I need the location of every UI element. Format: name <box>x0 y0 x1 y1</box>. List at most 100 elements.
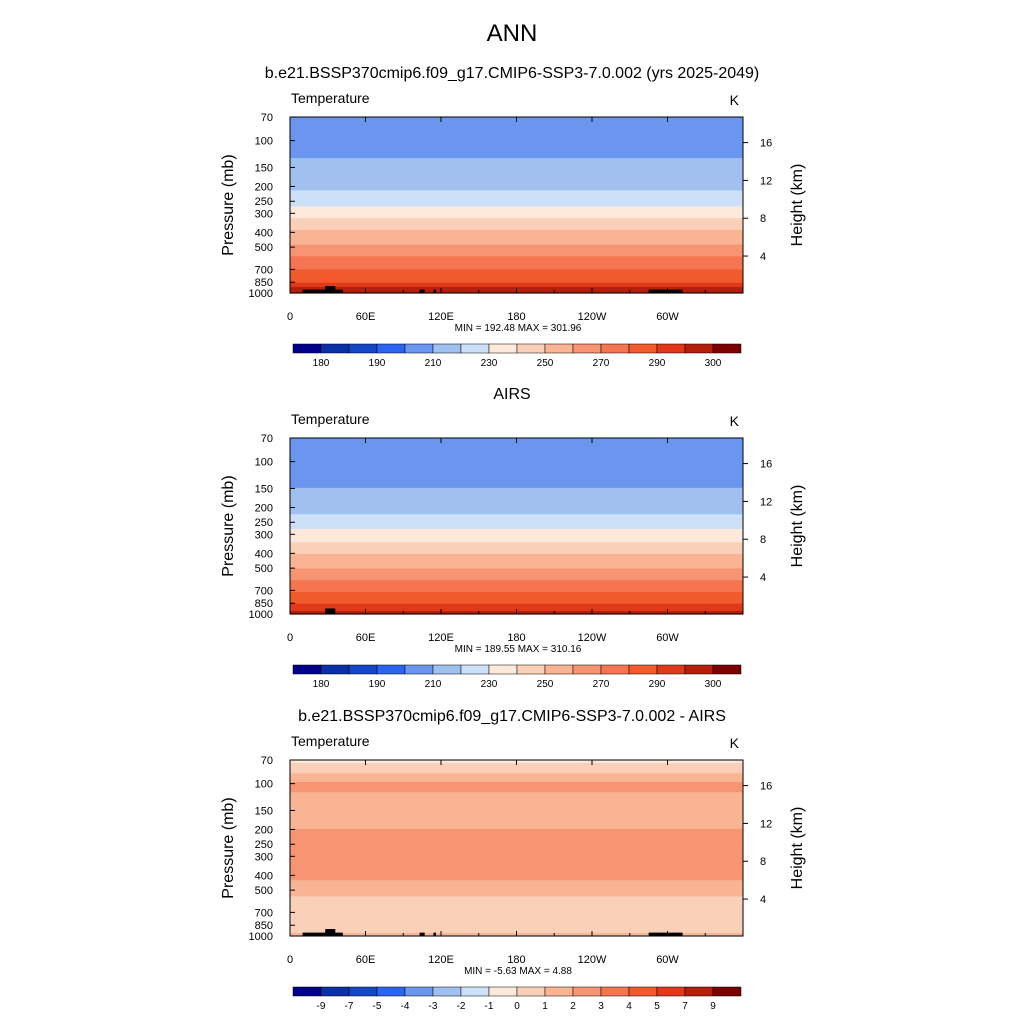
contour-band <box>290 196 743 199</box>
contour-band <box>290 273 743 276</box>
contour-band <box>290 897 743 900</box>
contour-band <box>290 218 743 221</box>
colorbar-box <box>656 664 686 675</box>
contour-band <box>290 153 743 156</box>
pressure-tick-label: 100 <box>255 779 273 791</box>
colorbar-label: 230 <box>481 358 498 369</box>
longitude-tick-label: 0 <box>287 954 293 966</box>
colorbar-box <box>712 986 742 997</box>
colorbar-box <box>348 664 378 675</box>
height-tick-label: 4 <box>760 572 766 584</box>
contour-band <box>290 805 743 808</box>
colorbar-box <box>684 664 714 675</box>
contour-band <box>290 834 743 837</box>
contour-band <box>290 925 743 928</box>
contour-band <box>290 443 743 446</box>
pressure-tick-label: 100 <box>255 136 273 148</box>
contour-band <box>290 830 743 833</box>
contour-band <box>290 836 743 839</box>
contour-band <box>290 465 743 468</box>
contour-band <box>290 912 743 915</box>
contour-band <box>290 496 743 499</box>
contour-band <box>290 199 743 202</box>
contour-band <box>290 502 743 505</box>
topography-block <box>302 932 343 936</box>
pressure-tick-label: 150 <box>255 805 273 817</box>
colorbar-box <box>432 986 462 997</box>
pressure-tick-label: 700 <box>255 264 273 276</box>
colorbar-box <box>516 986 546 997</box>
height-tick-label: 12 <box>760 818 772 830</box>
contour-band <box>290 770 743 773</box>
colorbar-box <box>404 986 434 997</box>
contour-band <box>290 178 743 181</box>
topography <box>302 286 683 293</box>
topography-block <box>419 289 425 293</box>
contour-band <box>290 206 743 209</box>
topography <box>302 929 683 936</box>
contour-band <box>290 903 743 906</box>
contour-band <box>290 188 743 191</box>
contour-band <box>290 549 743 552</box>
longitude-tick-label: 0 <box>287 311 293 323</box>
contour-band <box>290 194 743 197</box>
colorbar: 180 190 210 230 250 270 290 300 <box>292 664 742 690</box>
contour-band <box>290 130 743 133</box>
longitude-tick-label: 120W <box>578 311 607 323</box>
contour-band <box>290 886 743 889</box>
contour-band <box>290 831 743 834</box>
contour-band <box>290 139 743 142</box>
contour-band <box>290 133 743 136</box>
contour-band <box>290 537 743 540</box>
contour-band <box>290 864 743 867</box>
colorbar-box <box>516 664 546 675</box>
colorbar-label: 7 <box>682 1001 688 1012</box>
contour-band <box>290 924 743 927</box>
contour-band <box>290 597 743 600</box>
colorbar-label: 3 <box>598 1001 604 1012</box>
contour-band <box>290 768 743 771</box>
colorbar-box <box>488 986 518 997</box>
contour-band <box>290 877 743 880</box>
contour-band <box>290 219 743 222</box>
longitude-axis: 0 60E 120E 180 120W 60W <box>287 760 706 966</box>
contour-band <box>290 593 743 596</box>
contour-band <box>290 881 743 884</box>
contour-band <box>290 571 743 574</box>
contour-band <box>290 558 743 561</box>
longitude-tick-label: 60W <box>656 954 679 966</box>
contour-band <box>290 817 743 820</box>
contour-band <box>290 172 743 175</box>
contour-band <box>290 448 743 451</box>
contour-band <box>290 511 743 514</box>
colorbar-label: 5 <box>654 1001 660 1012</box>
contour-band <box>290 852 743 855</box>
contour-band <box>290 793 743 796</box>
contour-band <box>290 166 743 169</box>
contour-band <box>290 143 743 146</box>
contour-band <box>290 250 743 253</box>
contour-band <box>290 849 743 852</box>
contour-band <box>290 777 743 780</box>
contour-band <box>290 577 743 580</box>
contour-band <box>290 911 743 914</box>
longitude-axis: 0 60E 120E 180 120W 60W <box>287 438 706 644</box>
longitude-tick-label: 180 <box>507 954 525 966</box>
colorbar-label: 210 <box>425 679 442 690</box>
contour-band <box>290 539 743 542</box>
contour-band <box>290 583 743 586</box>
contour-band <box>290 548 743 551</box>
pressure-tick-label: 300 <box>255 208 273 220</box>
pressure-tick-label: 700 <box>255 907 273 919</box>
contour-band <box>290 570 743 573</box>
contour-band <box>290 811 743 814</box>
longitude-tick-label: 120W <box>578 954 607 966</box>
contour-band <box>290 774 743 777</box>
contour-band <box>290 260 743 263</box>
contour-band <box>290 460 743 463</box>
contour-band <box>290 486 743 489</box>
pressure-tick-label: 850 <box>255 920 273 932</box>
contour-band <box>290 871 743 874</box>
contour-band <box>290 180 743 183</box>
